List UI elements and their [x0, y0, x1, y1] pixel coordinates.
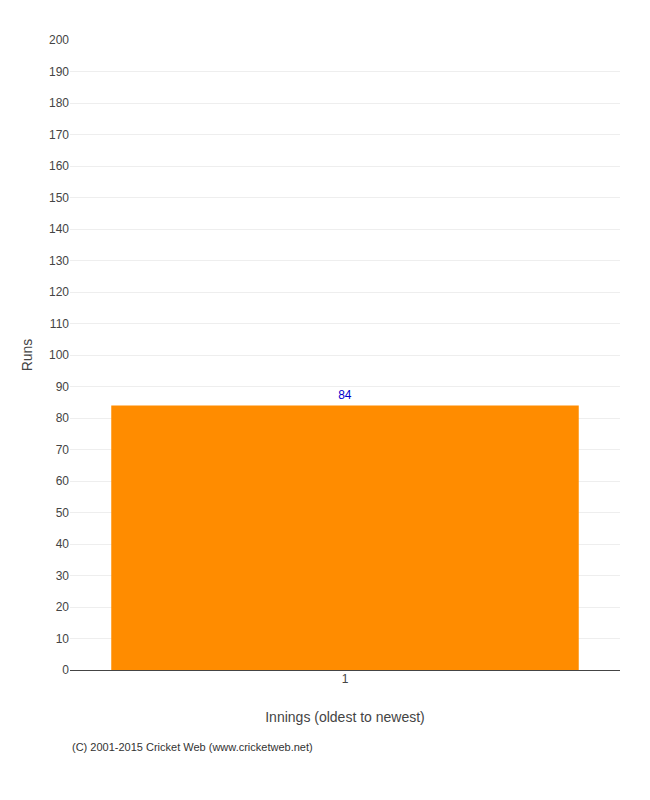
svg-text:100: 100 [49, 348, 69, 362]
svg-text:1: 1 [342, 672, 349, 686]
svg-text:90: 90 [56, 380, 70, 394]
svg-text:Innings (oldest to newest): Innings (oldest to newest) [265, 709, 425, 725]
svg-text:170: 170 [49, 128, 69, 142]
svg-text:160: 160 [49, 159, 69, 173]
svg-text:110: 110 [50, 317, 69, 331]
svg-text:30: 30 [56, 569, 70, 583]
svg-text:40: 40 [56, 537, 70, 551]
svg-text:Runs: Runs [19, 339, 35, 372]
svg-text:50: 50 [56, 506, 70, 520]
svg-text:180: 180 [49, 96, 69, 110]
svg-text:80: 80 [56, 411, 70, 425]
svg-text:200: 200 [49, 33, 69, 47]
svg-text:(C) 2001-2015 Cricket Web (www: (C) 2001-2015 Cricket Web (www.cricketwe… [72, 741, 313, 753]
svg-text:0: 0 [62, 663, 69, 677]
svg-text:150: 150 [49, 191, 69, 205]
svg-text:60: 60 [56, 474, 70, 488]
svg-text:120: 120 [49, 285, 69, 299]
svg-text:140: 140 [49, 222, 69, 236]
svg-text:20: 20 [56, 600, 70, 614]
svg-text:130: 130 [49, 254, 69, 268]
svg-text:70: 70 [56, 443, 70, 457]
svg-text:190: 190 [49, 65, 69, 79]
svg-text:84: 84 [338, 388, 352, 402]
svg-text:10: 10 [56, 632, 70, 646]
